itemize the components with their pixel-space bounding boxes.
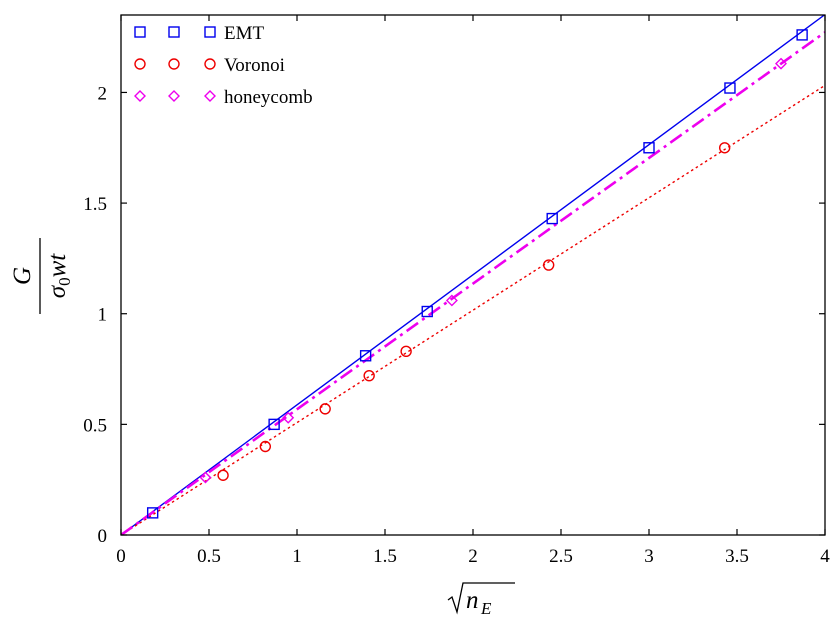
x-tick-label: 1 xyxy=(292,546,302,567)
legend-marker-honeycomb xyxy=(204,90,216,102)
axis-ticks: 0 0.5 1 1.5 2 2.5 3 3.5 4 0 0.5 1 1.5 2 xyxy=(83,15,830,567)
legend-marker-honeycomb xyxy=(168,90,180,102)
x-tick-label: 2.5 xyxy=(549,546,573,567)
voronoi-point xyxy=(363,369,375,382)
emt-point xyxy=(359,350,372,362)
y-tick-label: 0.5 xyxy=(83,415,107,436)
y-axis-label-denominator: σ0wt xyxy=(44,253,74,299)
x-tick-label: 1.5 xyxy=(373,546,397,567)
legend-marker-honeycomb xyxy=(134,90,146,102)
emt-point xyxy=(546,212,558,225)
x-axis-label-n: n xyxy=(466,587,479,614)
fit-line-honeycomb xyxy=(121,31,825,535)
fit-lines xyxy=(121,15,825,535)
voronoi-point xyxy=(542,259,555,271)
x-tick-label: 0.5 xyxy=(197,546,221,567)
y-axis-label: G σ0wt xyxy=(9,238,74,314)
y-tick-label: 0 xyxy=(98,526,108,547)
emt-point xyxy=(146,507,159,519)
emt-point xyxy=(796,29,808,41)
x-tick-label: 3 xyxy=(644,546,654,567)
legend-label-honeycomb: honeycomb xyxy=(224,87,313,108)
x-tick-label: 0 xyxy=(116,546,126,567)
voronoi-point xyxy=(217,469,229,481)
fit-line-voronoi xyxy=(121,84,825,535)
legend-marker-voronoi xyxy=(204,58,216,70)
honeycomb-point xyxy=(199,471,212,484)
x-axis-label-radical xyxy=(447,582,515,615)
fit-line-emt xyxy=(121,15,825,535)
legend-marker-emt xyxy=(134,26,146,38)
legend-marker-voronoi xyxy=(134,58,146,70)
x-tick-label: 3.5 xyxy=(725,546,749,567)
x-axis-label: n E xyxy=(447,582,515,618)
data-markers xyxy=(146,29,808,519)
emt-point xyxy=(724,82,736,94)
emt-point xyxy=(643,142,655,154)
legend-marker-emt xyxy=(204,26,216,38)
voronoi-point xyxy=(259,440,272,453)
voronoi-point xyxy=(400,345,412,358)
honeycomb-point xyxy=(445,294,458,307)
legend: EMT Voronoi honeycomb xyxy=(134,23,313,108)
honeycomb-point xyxy=(775,57,787,70)
x-tick-label: 2 xyxy=(468,546,478,567)
legend-label-voronoi: Voronoi xyxy=(224,55,285,76)
legend-marker-emt xyxy=(168,26,180,38)
legend-marker-voronoi xyxy=(168,58,180,70)
emt-point xyxy=(421,305,433,318)
honeycomb-point xyxy=(282,411,295,424)
y-tick-label: 1 xyxy=(98,305,108,326)
y-tick-label: 1.5 xyxy=(83,194,107,215)
emt-point xyxy=(268,418,280,431)
y-axis-label-numerator: G xyxy=(9,267,36,285)
legend-label-emt: EMT xyxy=(224,23,265,44)
x-tick-label: 4 xyxy=(820,546,830,567)
x-axis-label-subscript: E xyxy=(480,599,492,618)
voronoi-point xyxy=(319,403,331,415)
voronoi-point xyxy=(718,142,731,154)
y-tick-label: 2 xyxy=(98,83,108,104)
